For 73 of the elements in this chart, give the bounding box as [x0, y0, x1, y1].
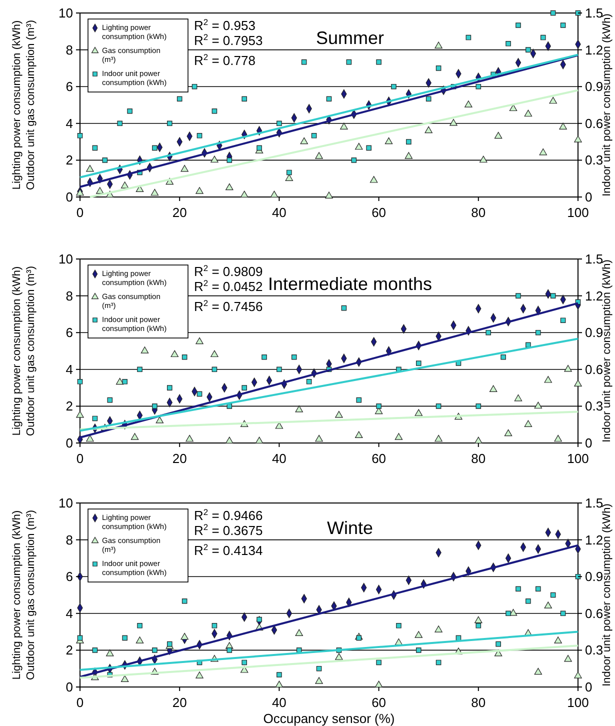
y-tick-label: 8 — [66, 532, 73, 548]
annotation: R$^{2}$ = 0.4134 — [194, 542, 263, 558]
x-tick-label: 0 — [76, 695, 84, 710]
y-axis-title: Lighting power consumption (kWh) Outdoor unit gas consumption (m³) — [11, 266, 37, 436]
y2-tick-label: 0.9 — [585, 325, 604, 340]
x-tick-label: 60 — [372, 695, 386, 710]
x-tick-label: 20 — [172, 451, 187, 466]
y2-tick-label: 0.9 — [585, 569, 604, 584]
annotation: R$^{2}$ = 0.7456 — [194, 298, 263, 314]
y2-tick-label: 1.5 — [585, 252, 604, 266]
x-tick-label: 80 — [471, 695, 486, 710]
text: Summer — [316, 28, 384, 48]
y2-axis-title: Indoor unit power consumption (kWh) — [601, 504, 613, 686]
y-tick-label: 10 — [58, 6, 73, 20]
y-tick-label: 4 — [66, 606, 73, 621]
y2-axis-title: Indoor unit power consumption (kWh) — [601, 14, 613, 196]
x-tick-label: 100 — [567, 205, 589, 220]
y2-tick-label: 0 — [585, 436, 592, 450]
y-tick-label: 8 — [66, 288, 73, 304]
y2-tick-label: 0.9 — [585, 79, 604, 94]
y2-tick-label: 1.2 — [585, 42, 604, 58]
x-tick-label: 80 — [471, 451, 486, 466]
y2-tick-label: 1.2 — [585, 288, 604, 304]
y-tick-label: 10 — [58, 252, 73, 266]
annotation: R$^{2}$ = 0.7953 — [194, 32, 263, 48]
y2-tick-label: 0.3 — [585, 152, 604, 168]
y2-tick-label: 1.5 — [585, 496, 604, 510]
x-tick-label: 0 — [76, 451, 84, 466]
y-tick-label: 2 — [66, 152, 73, 168]
x-tick-label: 60 — [372, 451, 386, 466]
x-tick-label: 20 — [172, 695, 187, 710]
y2-tick-label: 0 — [585, 190, 592, 204]
x-axis-title: Occupancy sensor (%) — [263, 711, 395, 726]
annotation: R$^{2}$ = 0.9466 — [194, 507, 263, 523]
y-tick-label: 6 — [66, 79, 73, 94]
y-tick-label: 8 — [66, 42, 73, 58]
y2-tick-label: 1.5 — [585, 6, 604, 20]
y-tick-label: 6 — [66, 569, 73, 584]
annotation: R$^{2}$ = 0.953 — [194, 17, 256, 33]
annotation: R$^{2}$ = 0.778 — [194, 52, 256, 68]
x-tick-label: 0 — [76, 205, 84, 220]
x-tick-label: 40 — [272, 695, 286, 710]
y2-tick-label: 1.2 — [585, 532, 604, 548]
x-tick-label: 100 — [567, 451, 589, 466]
y2-tick-label: 0.3 — [585, 642, 604, 658]
text: Winte — [326, 518, 374, 538]
y-tick-label: 10 — [58, 496, 73, 510]
y-tick-label: 2 — [66, 642, 73, 658]
annotation: R$^{2}$ = 0.0452 — [194, 278, 263, 294]
y-tick-label: 6 — [66, 325, 73, 340]
y-tick-label: 4 — [66, 362, 73, 377]
x-tick-label: 60 — [372, 205, 386, 220]
x-tick-label: 20 — [172, 205, 187, 220]
y-tick-label: 4 — [66, 116, 73, 131]
annotation: R$^{2}$ = 0.9809 — [194, 263, 263, 279]
y-tick-label: 2 — [66, 398, 73, 414]
annotation: R$^{2}$ = 0.3675 — [194, 522, 263, 538]
x-tick-label: 40 — [272, 451, 286, 466]
y-tick-label: 0 — [66, 680, 73, 694]
y-tick-label: 0 — [66, 190, 73, 204]
y-tick-label: 0 — [66, 436, 73, 450]
y-axis-title: Lighting power consumption (kWh) Outdoor unit gas consumption (m³) — [11, 510, 37, 680]
y2-tick-label: 0.6 — [585, 116, 604, 131]
y2-tick-label: 0.3 — [585, 398, 604, 414]
x-tick-label: 80 — [471, 205, 486, 220]
y2-tick-label: 0 — [585, 680, 592, 694]
y2-tick-label: 0.6 — [585, 606, 604, 621]
x-tick-label: 100 — [567, 695, 589, 710]
y2-axis-title: Indoor unit power consumption (kWh) — [601, 260, 613, 442]
x-tick-label: 40 — [272, 205, 286, 220]
text: Intermediate months — [268, 274, 432, 294]
y2-tick-label: 0.6 — [585, 362, 604, 377]
y-axis-title: Lighting power consumption (kWh) Outdoor unit gas consumption (m³) — [11, 20, 37, 190]
